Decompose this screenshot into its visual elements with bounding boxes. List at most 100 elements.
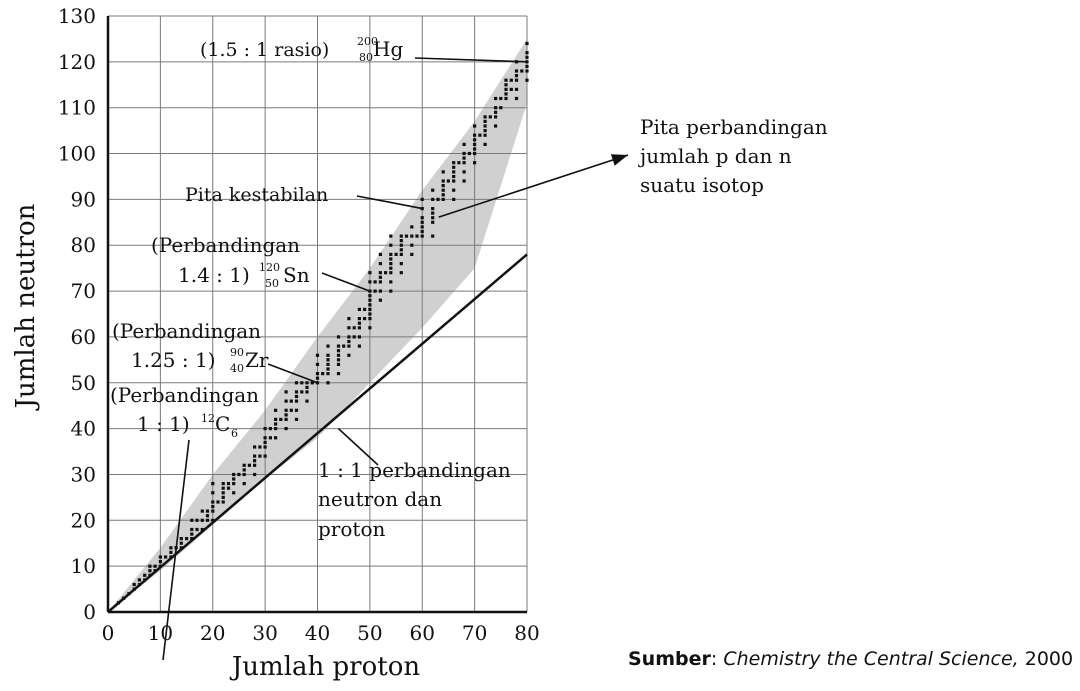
nuclide-point	[368, 317, 372, 321]
annotation-pita-line2: jumlah p dan n	[638, 144, 792, 168]
y-tick-label: 110	[58, 96, 96, 120]
nuclide-point	[153, 564, 157, 568]
x-tick-label: 10	[148, 621, 173, 645]
nuclide-point	[452, 188, 456, 192]
annotation-pita-line3: suatu isotop	[640, 173, 764, 197]
nuclide-point	[473, 133, 477, 137]
x-tick-label: 70	[462, 621, 487, 645]
y-tick-label: 130	[58, 4, 96, 28]
nuclide-point	[185, 537, 189, 541]
leader-hg	[414, 57, 528, 63]
nuclide-point	[221, 486, 225, 490]
nuclide-point	[441, 184, 445, 188]
nuclide-point	[357, 326, 361, 330]
nuclide-point	[263, 440, 267, 444]
nuclide-point	[274, 417, 278, 421]
nuclide-point	[378, 262, 382, 266]
nuclide-point	[310, 381, 314, 385]
nuclide-point	[357, 344, 361, 348]
nuclide-point	[441, 179, 445, 183]
nuclide-point	[357, 317, 361, 321]
nuclide-point	[305, 381, 309, 385]
nuclide-point	[326, 367, 330, 371]
nuclide-point	[363, 317, 367, 321]
nuclide-point	[462, 161, 466, 165]
annotation-c-sub: 6	[231, 427, 238, 440]
nuclide-point	[127, 592, 131, 596]
nuclide-point	[284, 413, 288, 417]
nuclide-point	[268, 436, 272, 440]
nuclide-point	[514, 69, 519, 73]
nuclide-point	[216, 500, 220, 504]
y-axis-title: Jumlah neutron	[11, 203, 41, 411]
annotation-c-line2: 1 : 1)	[137, 412, 190, 436]
nuclide-point	[378, 298, 382, 302]
annotation-sn-line2: 1.4 : 1)	[178, 263, 250, 287]
nuclide-point	[336, 335, 341, 339]
nuclide-point	[205, 514, 210, 518]
nuclide-point	[242, 468, 246, 472]
nuclide-point	[294, 417, 299, 421]
nuclide-point	[483, 129, 487, 133]
nuclide-point	[431, 207, 435, 211]
nuclide-point	[483, 115, 487, 119]
nuclide-point	[321, 372, 325, 376]
nuclide-point	[462, 142, 466, 146]
nuclide-point	[420, 220, 424, 224]
y-tick-label: 80	[71, 233, 96, 257]
nuclide-point	[467, 151, 471, 156]
nuclide-point	[132, 587, 136, 591]
grid-layer	[107, 15, 528, 613]
leader-sn	[321, 272, 371, 292]
annotation-sn-line1: (Perbandingan	[151, 233, 300, 257]
nuclide-point	[389, 234, 393, 238]
nuclide-point	[504, 87, 508, 91]
nuclide-point	[473, 138, 477, 142]
nuclide-point	[389, 289, 393, 293]
nuclide-point	[347, 326, 351, 330]
nuclide-point	[420, 197, 424, 201]
nuclide-point	[274, 427, 278, 431]
source-title: Chemistry the Central Science,	[723, 648, 1019, 670]
nuclide-point	[326, 362, 330, 366]
nuclide-point	[389, 280, 393, 284]
nuclide-point	[378, 252, 382, 256]
annotation-hg-mass: 200	[357, 35, 378, 48]
nuclide-point	[441, 197, 445, 201]
nuclide-point	[169, 546, 173, 550]
nuclide-point	[431, 220, 435, 224]
nuclide-point	[378, 275, 382, 279]
nuclide-point	[525, 51, 529, 55]
nuclide-point	[253, 459, 257, 463]
y-tick-label: 100	[58, 142, 96, 166]
leader-c	[162, 439, 190, 661]
nuclide-point	[368, 294, 372, 298]
nuclide-point	[525, 64, 529, 68]
nuclide-point	[315, 381, 320, 385]
arrow-pita-head	[610, 154, 628, 166]
nuclide-point	[452, 197, 456, 201]
nuclide-point	[221, 500, 225, 504]
nuclide-point	[205, 509, 210, 513]
annotation-sn-symbol: Sn	[283, 263, 310, 287]
nuclide-point	[347, 353, 351, 357]
x-tick-label: 80	[514, 621, 539, 645]
x-tick-label: 60	[410, 621, 435, 645]
annotation-hg-prefix: (1.5 : 1 rasio)	[200, 39, 329, 61]
nuclide-point	[473, 161, 477, 165]
nuclide-point	[410, 225, 414, 229]
nuclide-point	[205, 518, 210, 522]
nuclide-point	[294, 381, 299, 385]
nuclide-point	[253, 445, 257, 449]
y-tick-label: 90	[71, 187, 96, 211]
nuclide-point	[226, 482, 231, 486]
annotation-sn-atomic: 50	[265, 277, 279, 290]
nuclide-point	[514, 78, 519, 82]
nuclide-point	[352, 326, 356, 330]
nuclide-point	[441, 170, 445, 174]
nuclide-point	[431, 211, 435, 215]
nuclide-point	[258, 445, 262, 449]
nuclide-point	[436, 197, 440, 201]
nuclide-point	[232, 482, 236, 486]
nuclide-point	[399, 243, 403, 247]
